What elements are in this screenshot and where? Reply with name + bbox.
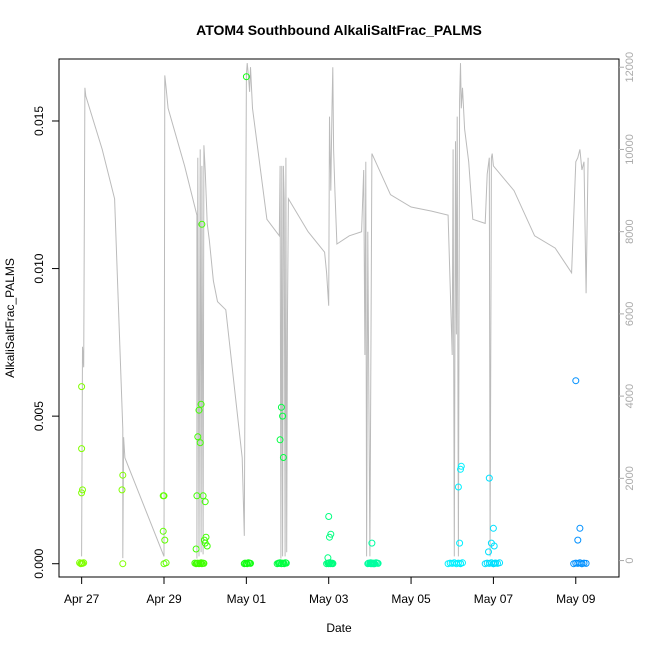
data-point bbox=[492, 559, 499, 567]
data-point bbox=[196, 439, 204, 447]
y-tick-label: 0.000 bbox=[32, 548, 46, 578]
data-point bbox=[572, 377, 580, 385]
y-axis-label: AlkaliSaltFrac_PALMS bbox=[3, 258, 17, 378]
chart-title: ATOM4 Southbound AlkaliSaltFrac_PALMS bbox=[196, 22, 482, 38]
data-point bbox=[118, 486, 126, 494]
data-point bbox=[159, 527, 167, 535]
y-tick-label: 0.015 bbox=[32, 106, 46, 136]
x-tick-label: Apr 27 bbox=[64, 592, 100, 606]
data-point bbox=[368, 539, 376, 547]
data-point bbox=[195, 406, 203, 414]
x-tick-label: May 05 bbox=[391, 592, 431, 606]
data-point bbox=[574, 536, 582, 544]
x-tick-label: May 03 bbox=[309, 592, 349, 606]
x-tick-label: May 01 bbox=[227, 592, 267, 606]
x-axis-label: Date bbox=[326, 621, 352, 635]
data-point bbox=[198, 220, 206, 228]
data-point bbox=[456, 539, 464, 547]
data-point bbox=[370, 560, 378, 568]
data-point bbox=[282, 559, 290, 567]
data-point bbox=[80, 559, 88, 567]
data-point bbox=[119, 471, 127, 479]
y2-tick-label: 8000 bbox=[624, 219, 636, 243]
data-point bbox=[576, 524, 584, 532]
data-point bbox=[242, 73, 250, 81]
data-point bbox=[197, 400, 205, 408]
data-point bbox=[78, 383, 86, 391]
data-point bbox=[276, 436, 284, 444]
data-point bbox=[200, 536, 208, 544]
data-point bbox=[203, 542, 211, 550]
data-point bbox=[79, 486, 86, 494]
data-point bbox=[201, 498, 209, 506]
data-point bbox=[277, 403, 285, 411]
data-point bbox=[582, 559, 590, 567]
y2-tick-label: 0 bbox=[624, 557, 636, 563]
data-point bbox=[247, 559, 254, 567]
data-point bbox=[329, 560, 337, 568]
data-point bbox=[326, 559, 334, 567]
data-point bbox=[160, 492, 168, 500]
y2-tick-label: 2000 bbox=[624, 466, 636, 490]
y2-tick-label: 10000 bbox=[624, 134, 636, 165]
data-point bbox=[78, 445, 86, 453]
y-tick-label: 0.010 bbox=[32, 253, 46, 283]
data-point bbox=[162, 559, 170, 567]
y2-tick-label: 4000 bbox=[624, 384, 636, 408]
data-point bbox=[457, 465, 464, 473]
data-point bbox=[485, 474, 493, 482]
data-point bbox=[457, 560, 464, 568]
data-point bbox=[578, 560, 586, 568]
x-tick-label: May 07 bbox=[474, 592, 514, 606]
data-point bbox=[192, 545, 200, 553]
x-tick-label: May 09 bbox=[556, 592, 596, 606]
y2-tick-label: 12000 bbox=[624, 52, 636, 83]
data-point bbox=[199, 492, 207, 500]
data-point bbox=[279, 412, 287, 420]
data-point bbox=[279, 454, 287, 461]
data-point bbox=[326, 533, 333, 541]
data-point bbox=[325, 560, 333, 568]
data-point bbox=[489, 524, 497, 532]
data-point bbox=[194, 433, 202, 441]
data-point bbox=[485, 548, 492, 556]
points-layer bbox=[76, 73, 590, 568]
data-point bbox=[487, 539, 495, 547]
x-tick-label: Apr 29 bbox=[146, 592, 182, 606]
data-point bbox=[325, 513, 333, 520]
data-point bbox=[161, 536, 169, 544]
data-point bbox=[78, 489, 86, 497]
data-point bbox=[457, 462, 465, 470]
altitude-trace bbox=[81, 63, 589, 559]
y2-tick-label: 6000 bbox=[624, 302, 636, 326]
data-point bbox=[200, 559, 208, 567]
y-axis-right: 0 2000 4000 6000 8000 10000 12000 bbox=[619, 52, 636, 564]
data-point bbox=[119, 560, 127, 568]
y-axis-left: 0.000 0.005 0.010 0.015 bbox=[32, 106, 59, 579]
data-point bbox=[454, 483, 462, 491]
altitude-layer bbox=[81, 63, 589, 559]
x-axis: Apr 27 Apr 29 May 01 May 03 May 05 May 07 May … bbox=[64, 576, 596, 606]
y-tick-label: 0.005 bbox=[32, 401, 46, 431]
